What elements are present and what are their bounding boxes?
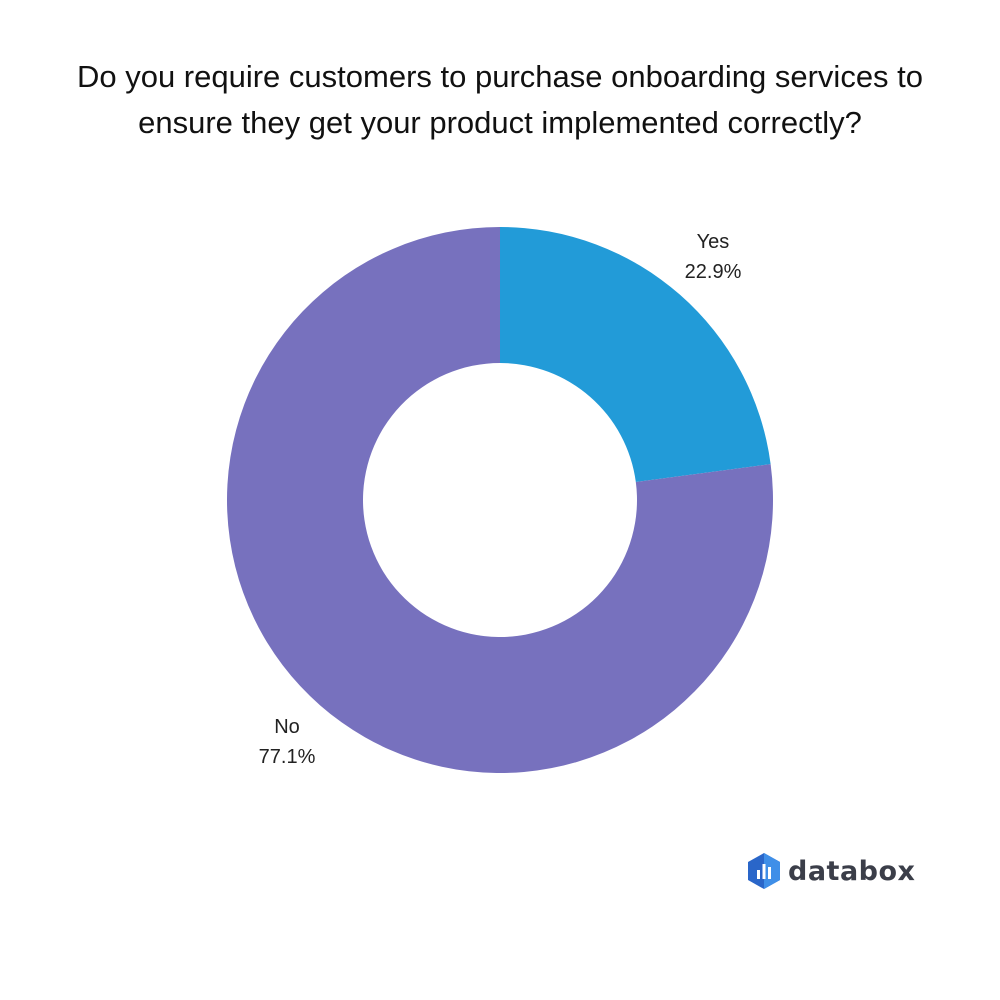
slice-label-name: Yes (697, 231, 730, 253)
slice-label-value: 77.1% (259, 746, 316, 768)
chart-title-line-2: ensure they get your product implemented… (138, 105, 862, 140)
slice-label-yes: Yes 22.9% (685, 231, 742, 283)
chart-title: Do you require customers to purchase onb… (0, 54, 1000, 146)
databox-logo-icon (748, 853, 780, 889)
donut-labels: Yes 22.9% No 77.1% (259, 231, 742, 768)
slice-label-name: No (274, 716, 300, 738)
slice-no (226, 227, 773, 773)
slice-label-no: No 77.1% (259, 716, 316, 768)
chart-title-line-1: Do you require customers to purchase onb… (76, 59, 924, 94)
slice-yes (500, 227, 771, 482)
donut-slices (226, 227, 773, 773)
databox-logo-text: databox (788, 855, 916, 887)
databox-logo: databox (748, 851, 915, 891)
slice-label-value: 22.9% (685, 261, 742, 283)
